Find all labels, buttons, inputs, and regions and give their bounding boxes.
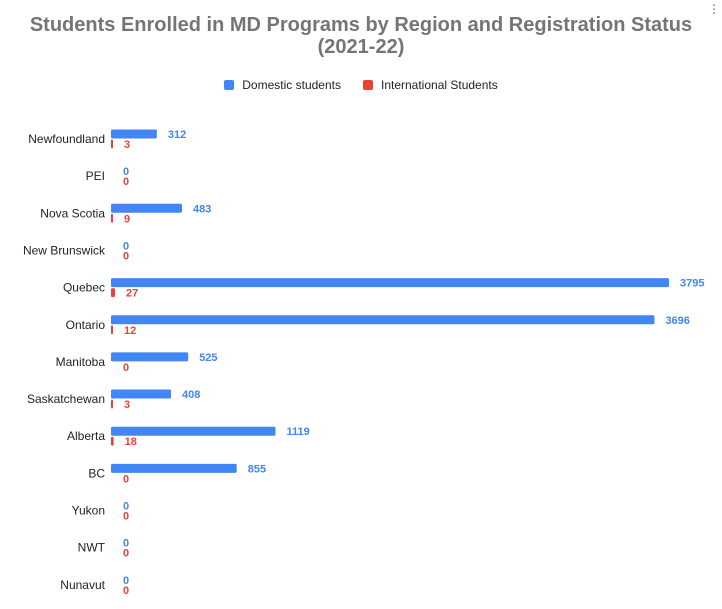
category-label-nunavut: Nunavut (60, 578, 105, 592)
category-label-yukon: Yukon (72, 504, 105, 518)
data-label-domestic-newfoundland: 312 (168, 129, 186, 141)
chart-title-line-1: Students Enrolled in MD Programs by Regi… (29, 14, 693, 36)
bar-domestic-ontario[interactable] (111, 315, 655, 325)
category-label-saskatchewan: Saskatchewan (27, 392, 105, 406)
data-label-domestic-manitoba: 525 (199, 352, 217, 364)
bar-domestic-newfoundland[interactable] (111, 129, 157, 139)
category-label-quebec: Quebec (63, 281, 105, 295)
bar-international-saskatchewan[interactable] (111, 399, 113, 409)
data-label-international-nunavut: 0 (123, 585, 129, 597)
data-label-domestic-alberta: 1119 (287, 426, 310, 438)
legend-label-domestic: Domestic students (242, 78, 341, 92)
data-label-international-newfoundland: 3 (124, 139, 130, 151)
bar-domestic-alberta[interactable] (111, 426, 276, 436)
data-label-domestic-ontario: 3696 (665, 315, 689, 327)
bar-domestic-saskatchewan[interactable] (111, 389, 171, 399)
category-label-bc: BC (88, 466, 105, 480)
data-label-domestic-yukon: 0 (123, 501, 129, 513)
legend-item-domestic[interactable]: Domestic students (224, 78, 341, 92)
legend-item-international[interactable]: International Students (362, 78, 498, 92)
legend-swatch-domestic (224, 80, 235, 90)
data-label-international-quebec: 27 (126, 288, 138, 300)
legend-label-international: International Students (380, 78, 498, 92)
data-label-domestic-nwt: 0 (123, 538, 129, 550)
legend-swatch-international (362, 80, 373, 90)
bar-domestic-quebec[interactable] (111, 278, 669, 288)
data-label-international-saskatchewan: 3 (124, 399, 130, 411)
category-label-newfoundland: Newfoundland (28, 132, 105, 146)
bar-domestic-bc[interactable] (111, 463, 237, 473)
category-label-ontario: Ontario (66, 318, 106, 332)
category-label-new-brunswick: New Brunswick (23, 243, 106, 257)
data-label-international-alberta: 18 (125, 436, 137, 448)
bar-domestic-manitoba[interactable] (111, 352, 189, 362)
chart-menu-icon[interactable]: ⋮ (708, 2, 720, 16)
bar-international-alberta[interactable] (111, 436, 114, 446)
category-label-manitoba: Manitoba (56, 355, 106, 369)
category-label-pei: PEI (86, 169, 105, 183)
bar-international-nova-scotia[interactable] (111, 213, 113, 223)
bar-international-newfoundland[interactable] (111, 139, 113, 149)
data-label-domestic-bc: 855 (248, 463, 266, 475)
data-label-domestic-nunavut: 0 (123, 575, 129, 587)
data-label-international-new-brunswick: 0 (123, 250, 129, 262)
chart-title: Students Enrolled in MD Programs by Regi… (0, 14, 722, 58)
data-label-international-nwt: 0 (123, 548, 129, 560)
data-label-international-nova-scotia: 9 (124, 213, 130, 225)
data-label-domestic-saskatchewan: 408 (182, 389, 200, 401)
data-label-international-yukon: 0 (123, 511, 129, 523)
bar-international-ontario[interactable] (111, 325, 113, 335)
chart-title-line-2: (2021-22) (317, 36, 405, 58)
data-label-domestic-nova-scotia: 483 (193, 203, 211, 215)
chart-legend: Domestic students International Students (0, 78, 722, 92)
data-label-international-manitoba: 0 (123, 362, 129, 374)
bar-domestic-nova-scotia[interactable] (111, 203, 183, 213)
data-label-international-pei: 0 (123, 176, 129, 188)
category-label-alberta: Alberta (67, 429, 105, 443)
data-label-domestic-pei: 0 (123, 166, 129, 178)
data-label-domestic-new-brunswick: 0 (123, 240, 129, 252)
data-label-international-bc: 0 (123, 473, 129, 485)
data-label-international-ontario: 12 (124, 325, 136, 337)
category-label-nwt: NWT (78, 541, 106, 555)
bar-international-quebec[interactable] (111, 288, 115, 298)
category-label-nova-scotia: Nova Scotia (40, 206, 105, 220)
data-label-domestic-quebec: 3795 (680, 278, 704, 290)
